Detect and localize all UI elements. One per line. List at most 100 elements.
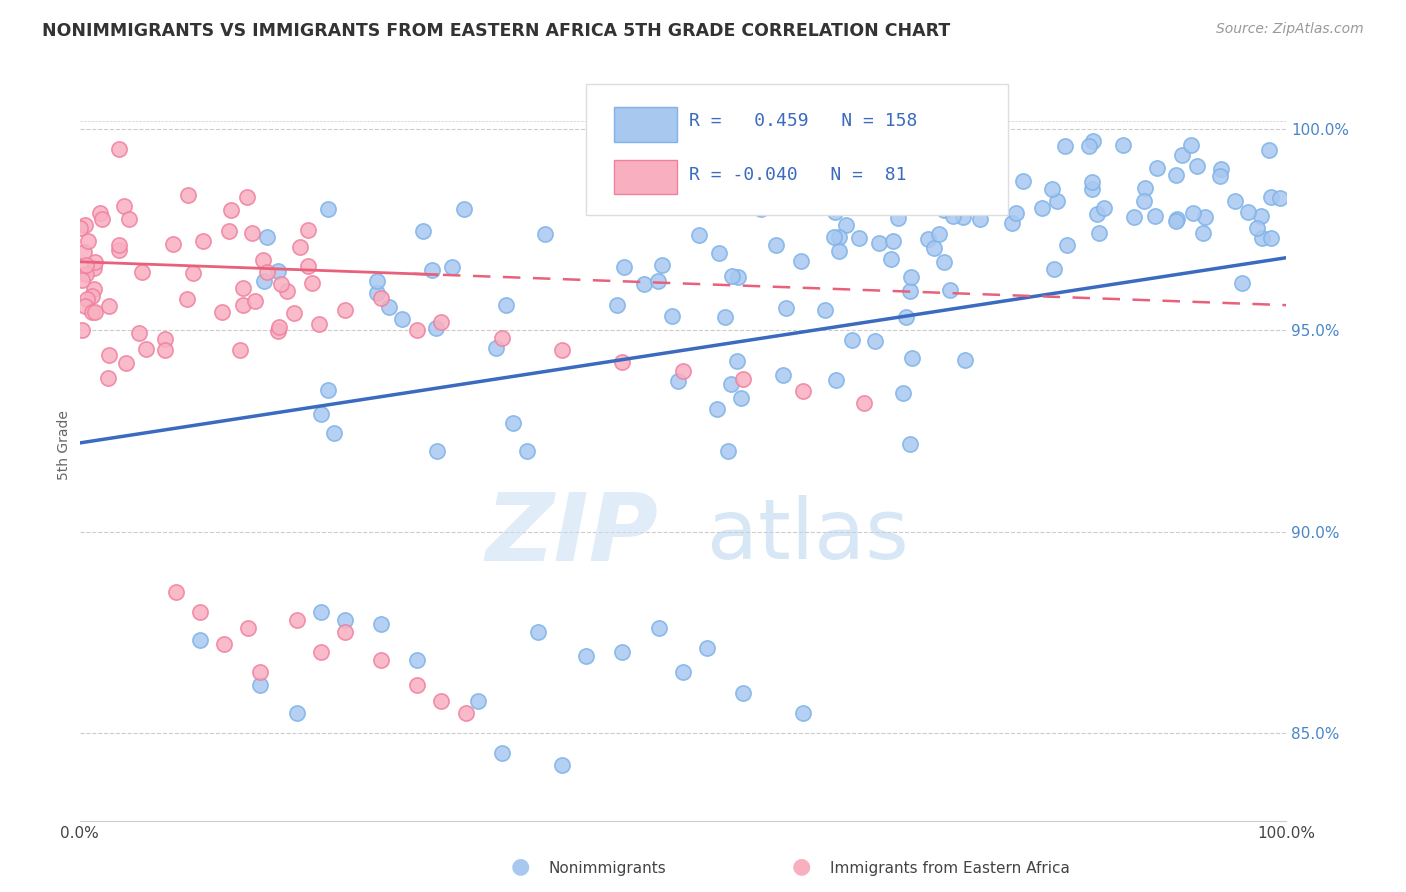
Point xyxy=(467,694,489,708)
Point xyxy=(731,371,754,385)
Point xyxy=(91,212,114,227)
Point xyxy=(323,426,346,441)
Point xyxy=(240,226,263,240)
Point xyxy=(792,384,814,398)
Point xyxy=(939,283,962,297)
Point xyxy=(153,343,176,357)
Point xyxy=(333,625,356,640)
Text: Immigrants from Eastern Africa: Immigrants from Eastern Africa xyxy=(830,861,1070,876)
Point xyxy=(882,235,904,249)
Text: ●: ● xyxy=(792,856,811,876)
Point xyxy=(794,126,817,140)
Point xyxy=(775,301,797,316)
Point xyxy=(1237,204,1260,219)
Point xyxy=(688,227,710,242)
Point xyxy=(647,274,669,288)
Point xyxy=(721,269,744,284)
Point xyxy=(153,332,176,346)
Point xyxy=(898,437,921,451)
Point xyxy=(309,605,332,619)
Point xyxy=(934,202,956,217)
Point xyxy=(900,270,922,285)
Point xyxy=(70,323,93,337)
Point xyxy=(297,223,319,237)
Point xyxy=(333,303,356,318)
Point xyxy=(177,188,200,202)
Point xyxy=(309,645,332,659)
Point xyxy=(1001,216,1024,230)
Point xyxy=(430,694,453,708)
Point xyxy=(880,153,903,167)
Point xyxy=(406,323,429,337)
Point xyxy=(311,407,333,421)
Point xyxy=(575,649,598,664)
Point xyxy=(425,321,447,335)
Point xyxy=(285,613,308,627)
Point xyxy=(131,265,153,279)
Point xyxy=(256,230,278,244)
Point xyxy=(901,351,924,366)
Point xyxy=(765,238,787,252)
Point xyxy=(453,202,475,217)
Point xyxy=(238,621,260,635)
Point xyxy=(1182,206,1205,220)
Point xyxy=(749,202,772,217)
Point xyxy=(1040,182,1063,196)
Point xyxy=(952,210,974,224)
Point xyxy=(1246,221,1268,235)
Point xyxy=(370,617,392,632)
Point xyxy=(75,299,97,313)
Point xyxy=(942,195,965,210)
Text: Nonimmigrants: Nonimmigrants xyxy=(548,861,666,876)
Point xyxy=(717,444,740,458)
Point xyxy=(860,137,883,152)
Point xyxy=(491,746,513,760)
Point xyxy=(875,167,897,181)
Point xyxy=(661,309,683,323)
Point xyxy=(1133,181,1156,195)
Point xyxy=(973,147,995,161)
Point xyxy=(772,368,794,382)
Point xyxy=(1171,147,1194,161)
Point xyxy=(792,706,814,720)
Point xyxy=(333,613,356,627)
Point xyxy=(932,254,955,268)
Point xyxy=(828,244,851,258)
Point xyxy=(1146,161,1168,175)
Point xyxy=(297,260,319,274)
Point xyxy=(898,284,921,298)
Point xyxy=(188,633,211,648)
Point xyxy=(276,284,298,298)
Point xyxy=(229,343,252,357)
Point xyxy=(75,267,97,281)
Point xyxy=(953,353,976,368)
Point xyxy=(176,293,198,307)
Point xyxy=(1092,201,1115,215)
Point xyxy=(835,218,858,232)
Point xyxy=(406,653,429,667)
Point xyxy=(896,310,918,324)
Point xyxy=(727,270,749,285)
Point xyxy=(114,356,136,370)
Point xyxy=(1194,211,1216,225)
Point xyxy=(76,292,98,306)
Point xyxy=(441,260,464,274)
Point xyxy=(426,444,449,458)
Point xyxy=(485,341,508,355)
Point xyxy=(1185,159,1208,173)
Text: R = -0.040   N =  81: R = -0.040 N = 81 xyxy=(689,167,907,185)
Point xyxy=(491,331,513,345)
Point xyxy=(887,211,910,226)
Point xyxy=(75,259,97,273)
Point xyxy=(839,180,862,194)
Point xyxy=(551,343,574,358)
Point xyxy=(965,163,987,178)
Point xyxy=(1031,201,1053,215)
Point xyxy=(889,157,911,171)
Point xyxy=(672,363,695,377)
Point xyxy=(851,176,873,190)
Point xyxy=(267,264,290,278)
Point xyxy=(128,326,150,340)
Point xyxy=(949,194,972,209)
Point xyxy=(551,758,574,772)
